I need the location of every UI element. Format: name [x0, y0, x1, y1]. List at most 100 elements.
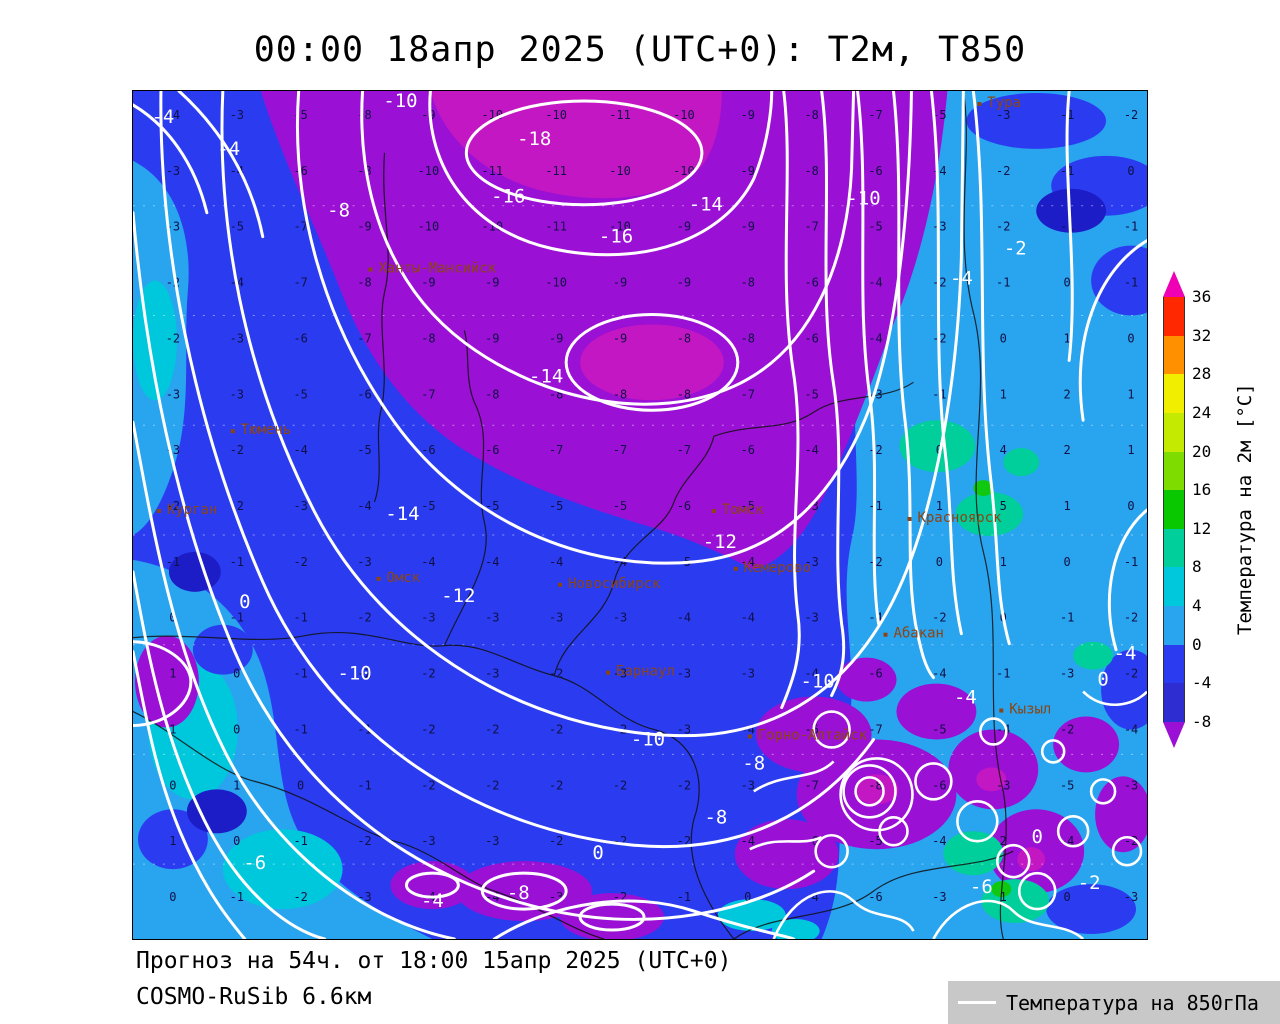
contour-label: -4 [954, 687, 977, 709]
grid-value-label: 2 [1000, 834, 1007, 848]
grid-value-label: -7 [613, 443, 627, 457]
contour-label: 0 [1032, 826, 1043, 848]
grid-value-label: 1 [1000, 555, 1007, 569]
grid-value-label: -1 [166, 555, 180, 569]
colorbar-arrow-top [1163, 271, 1185, 297]
grid-value-label: -2 [293, 890, 307, 904]
grid-value-label: -5 [741, 499, 755, 513]
grid-value-label: -4 [485, 555, 499, 569]
grid-value-label: -2 [166, 276, 180, 290]
grid-value-label: -1 [1124, 555, 1138, 569]
grid-value-label: -4 [804, 443, 818, 457]
grid-value-label: -2 [677, 778, 691, 792]
t850-legend: Температура на 850гПа [948, 981, 1280, 1024]
grid-value-label: -4 [421, 555, 435, 569]
grid-value-label: -1 [1124, 276, 1138, 290]
grid-value-label: -3 [485, 834, 499, 848]
grid-value-label: 0 [169, 778, 176, 792]
grid-value-label: -3 [613, 667, 627, 681]
city-label: Ханты-Мансийск [379, 261, 497, 277]
grid-value-label: -6 [677, 499, 691, 513]
grid-value-label: -2 [549, 722, 563, 736]
city-label: Тюмень [241, 422, 291, 438]
grid-value-label: -7 [804, 220, 818, 234]
colorbar-tick-label: -4 [1192, 673, 1212, 693]
city-marker-dot [558, 582, 563, 587]
forecast-map-frame: -4 -3 -5 -8 -9 -10 -10 -11 -10 -9 -8 -7 -5 -3 -1 -2 -3 -4… [132, 90, 1148, 940]
contour-label: -16 [599, 226, 633, 248]
grid-value-label: -7 [293, 220, 307, 234]
city-marker-dot [156, 509, 161, 514]
t850-mountain-contours [749, 690, 1147, 939]
city-label: Кызыл [1009, 702, 1051, 718]
grid-value-label: -3 [485, 667, 499, 681]
grid-value-label: -3 [166, 164, 180, 178]
contour-label: -10 [337, 663, 371, 685]
colorbar-segment [1164, 567, 1184, 607]
contour-label: -6 [243, 852, 266, 874]
grid-value-label: 1 [1000, 387, 1007, 401]
grid-value-label: -9 [549, 331, 563, 345]
grid-value-label: 0 [297, 778, 304, 792]
grid-value-label: -3 [1124, 890, 1138, 904]
field-purple-cold-core [260, 91, 948, 570]
city-marker-dot [747, 734, 752, 739]
grid-value-label: -1 [293, 611, 307, 625]
grid-value-label: 0 [233, 722, 240, 736]
grid-value-label: -6 [932, 778, 946, 792]
grid-value-label: -3 [677, 722, 691, 736]
grid-value-label: -9 [421, 108, 435, 122]
grid-value-label: -1 [357, 722, 371, 736]
grid-value-label: -3 [1060, 667, 1074, 681]
grid-value-label: -1 [996, 276, 1010, 290]
grid-value-label: 1 [169, 834, 176, 848]
grid-value-label: 5 [1000, 499, 1007, 513]
grid-value-label: -2 [1124, 108, 1138, 122]
grid-value-label: -2 [421, 667, 435, 681]
grid-value-label: -3 [804, 555, 818, 569]
grid-value-label: -2 [230, 443, 244, 457]
city-label: Тура [987, 95, 1021, 111]
contour-label: 0 [239, 591, 250, 613]
grid-value-label: -11 [481, 164, 503, 178]
grid-value-label: 1 [1127, 443, 1134, 457]
grid-value-label: -7 [804, 778, 818, 792]
colorbar-segment [1164, 683, 1184, 723]
grid-value-label: -9 [741, 108, 755, 122]
colorbar-segment [1164, 451, 1184, 491]
grid-value-label: -2 [485, 778, 499, 792]
grid-value-label: -11 [609, 108, 631, 122]
grid-value-label: 0 [169, 890, 176, 904]
grid-value-label: 1 [169, 667, 176, 681]
grid-value-label: -6 [293, 331, 307, 345]
colorbar [1163, 271, 1185, 748]
grid-value-label: 0 [744, 890, 751, 904]
colorbar-segment [1164, 490, 1184, 529]
grid-value-label: -8 [804, 164, 818, 178]
grid-value-label: -2 [421, 722, 435, 736]
grid-value-label: -2 [293, 555, 307, 569]
grid-value-label: -10 [545, 276, 567, 290]
grid-value-label: 1 [936, 499, 943, 513]
grid-value-label: 1 [1064, 499, 1071, 513]
grid-value-label: -8 [677, 387, 691, 401]
grid-value-label: -9 [677, 220, 691, 234]
city-label: Красноярск [917, 510, 1002, 526]
grid-values: -4 -3 -5 -8 -9 -10 -10 -11 -10 -9 -8 -7 -5 -3 -1 -2-3 -4… [166, 108, 1139, 904]
colorbar-segment [1164, 644, 1184, 684]
grid-value-label: -7 [293, 276, 307, 290]
grid-value-label: -10 [418, 164, 440, 178]
grid-value-label: -5 [932, 722, 946, 736]
contour-label: -12 [441, 585, 475, 607]
grid-value-label: -3 [230, 108, 244, 122]
colorbar-tick-label: 8 [1192, 557, 1202, 577]
contour-label: 0 [592, 842, 603, 864]
grid-value-label: -9 [485, 331, 499, 345]
grid-value-label: -5 [868, 220, 882, 234]
grid-value-label: -3 [166, 387, 180, 401]
grid-value-label: 0 [1064, 276, 1071, 290]
grid-value-label: -4 [868, 331, 882, 345]
grid-value-label: -2 [1124, 611, 1138, 625]
city-marker-dot [711, 509, 716, 514]
grid-value-label: -3 [677, 667, 691, 681]
